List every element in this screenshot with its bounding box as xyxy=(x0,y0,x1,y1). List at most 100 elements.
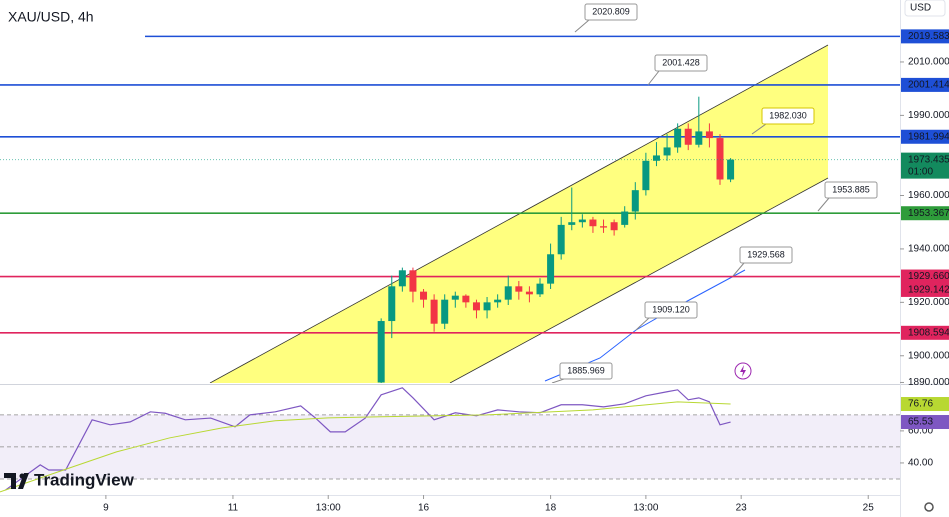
channel-lower xyxy=(449,177,829,383)
callout-pointer xyxy=(751,123,767,135)
callout-box xyxy=(739,246,793,264)
level-label-box xyxy=(901,269,949,284)
candle-body xyxy=(568,222,576,225)
x-tick-label: 16 xyxy=(418,503,430,514)
candle-body xyxy=(547,254,555,284)
callout-label: 2001.428 xyxy=(662,57,700,67)
y-tick-label: 1960.000 xyxy=(908,190,949,201)
currency-box[interactable] xyxy=(904,0,946,17)
candle-body xyxy=(652,155,660,161)
callout-box xyxy=(644,301,698,319)
candle-body xyxy=(420,291,428,300)
price-pane: 2020.809 2001.428 1982.030 1953.885 1929.568… xyxy=(0,3,900,383)
level-label-box xyxy=(901,129,949,144)
y-tick-label: 2010.000 xyxy=(908,57,949,68)
callout-pointer xyxy=(574,19,590,33)
candle-body xyxy=(705,131,713,139)
candle-body xyxy=(684,128,692,145)
rsi-value-label: 65.53 xyxy=(908,417,933,428)
symbol-title: XAU/USD, 4h xyxy=(8,9,94,25)
callout-pointer xyxy=(635,317,650,331)
settings-icon[interactable] xyxy=(924,502,934,512)
level-label: 1908.594 xyxy=(908,327,949,338)
y-tick-label: 1940.000 xyxy=(908,244,949,255)
y-tick-label: 1890.000 xyxy=(908,377,949,388)
candle-body xyxy=(727,159,735,180)
x-tick-label: 25 xyxy=(863,503,875,514)
level-label: 1981.994 xyxy=(908,131,949,142)
x-tick-label: 11 xyxy=(228,503,239,514)
x-tick-label: 18 xyxy=(545,503,557,514)
y-tick-label: 1990.000 xyxy=(908,110,949,121)
callout-pointer xyxy=(647,70,660,86)
callout-box xyxy=(559,362,613,380)
marker-label: 1929.142 xyxy=(908,285,949,296)
candle-body xyxy=(600,226,608,228)
candle-body xyxy=(462,295,470,303)
candle-body xyxy=(642,160,650,191)
brand: TradingView xyxy=(34,470,135,489)
y-tick-label: 1920.000 xyxy=(908,297,949,308)
candle-body xyxy=(695,131,703,145)
callout-box xyxy=(761,107,815,125)
callout-label: 1909.120 xyxy=(652,304,690,314)
x-tick-label: 13:00 xyxy=(316,503,341,514)
candle-body xyxy=(472,302,480,311)
callout-label: 1982.030 xyxy=(769,110,807,120)
candle-body xyxy=(631,190,639,212)
candle-body xyxy=(451,295,459,300)
callout-pointer xyxy=(817,197,830,212)
candle-body xyxy=(504,286,512,300)
candle-body xyxy=(610,222,618,231)
callout-label: 1885.969 xyxy=(567,365,605,375)
callout-label: 1953.885 xyxy=(832,184,870,194)
candle-body xyxy=(621,211,629,225)
rsi-y-tick-label: 60.00 xyxy=(908,426,933,437)
countdown: 01:00 xyxy=(908,166,933,177)
rsi-value-label: 76.76 xyxy=(908,399,933,410)
candle-body xyxy=(515,286,523,292)
x-tick-label: 23 xyxy=(736,503,748,514)
level-label-box xyxy=(901,325,949,340)
callout-label: 1929.568 xyxy=(747,249,785,259)
candle-body xyxy=(589,219,597,227)
candle-body xyxy=(557,224,565,255)
level-label-box xyxy=(901,29,949,44)
callout-box xyxy=(824,181,878,199)
callout-pointer xyxy=(732,262,745,277)
candle-body xyxy=(536,283,544,295)
candle-body xyxy=(578,219,586,223)
candle-body xyxy=(483,302,491,311)
candle-body xyxy=(398,270,406,287)
candle-body xyxy=(663,147,671,156)
callout-box xyxy=(584,3,638,21)
y-tick-label: 1900.000 xyxy=(908,350,949,361)
rsi-value-box xyxy=(901,415,949,430)
logo xyxy=(4,473,29,489)
candle-body xyxy=(674,128,682,148)
candle-body xyxy=(716,138,724,180)
level-label-box xyxy=(901,77,949,92)
level-label: 2001.414 xyxy=(908,80,949,91)
candle-body xyxy=(525,291,533,295)
level-label: 1929.660 xyxy=(908,271,949,282)
axes: 2010.000 1990.000 1960.000 1940.000 1920.000… xyxy=(103,29,949,514)
level-label: 2019.583 xyxy=(908,31,949,42)
candle-body xyxy=(409,270,417,292)
price-label: 1973.435 xyxy=(908,154,949,165)
candle-body xyxy=(430,299,438,324)
rsi-y-tick-label: 40.00 xyxy=(908,458,933,469)
callout-pointer xyxy=(551,378,565,383)
rsi-pane xyxy=(0,387,900,493)
candle-body xyxy=(441,299,449,324)
rsi-line xyxy=(4,387,731,491)
marker-label-box xyxy=(901,282,949,297)
currency[interactable]: USD xyxy=(910,3,931,14)
candle-body xyxy=(494,299,502,303)
level-label: 1953.367 xyxy=(908,208,949,219)
callout-label: 2020.809 xyxy=(592,6,630,16)
candle-body xyxy=(388,286,396,322)
rsi-line xyxy=(0,401,731,493)
price-label-box xyxy=(901,152,949,179)
